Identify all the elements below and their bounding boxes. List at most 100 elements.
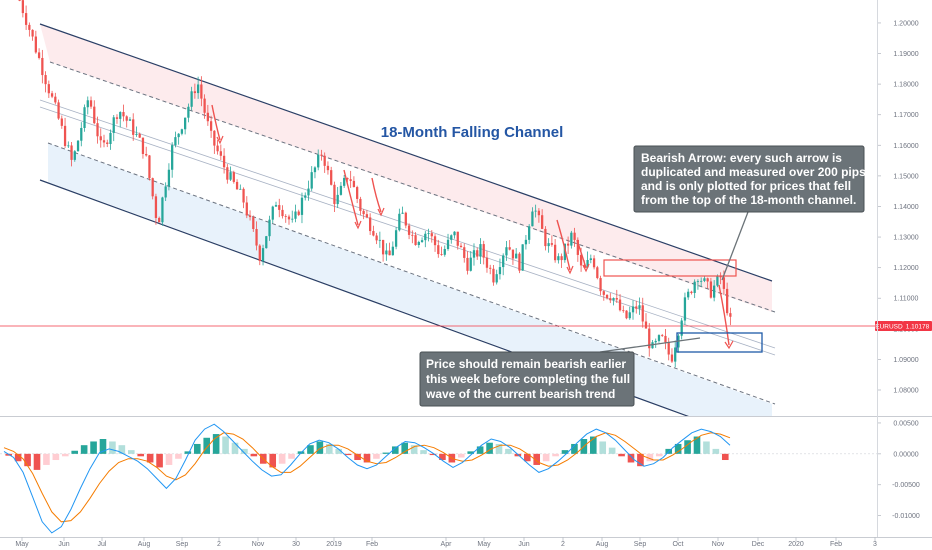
bearish-arrow[interactable] [343, 169, 359, 226]
candle-body [145, 153, 148, 156]
macd-histogram-bar [505, 448, 512, 454]
bearish-arrow[interactable] [556, 219, 571, 271]
candle-body [472, 250, 476, 258]
time-axis-label: Apr [441, 541, 453, 548]
price-note-box [419, 351, 635, 407]
candle-body [528, 226, 531, 240]
candle-body [132, 119, 135, 135]
candle-body [417, 242, 420, 246]
candle-body [557, 256, 560, 261]
bearish-arrow-head [377, 207, 385, 217]
macd-histogram-bar [344, 453, 352, 456]
candle-body [320, 154, 323, 156]
macd-histogram-bar [382, 452, 390, 454]
candle-body [213, 130, 216, 146]
bearish-arrow[interactable] [371, 177, 382, 213]
candle-body [268, 219, 271, 237]
bearish-note-line: and is only plotted for prices that fell [641, 179, 851, 193]
time-axis-label: 2019 [326, 541, 342, 548]
candle-body [161, 197, 164, 223]
channel-mid-line-2[interactable] [39, 106, 776, 356]
macd-histogram-bar [599, 441, 607, 454]
candle-body [109, 132, 112, 145]
candle-body [566, 243, 570, 246]
macd-histogram-bar [373, 453, 380, 459]
macd-histogram-bar [429, 453, 437, 456]
candle-body [307, 188, 310, 196]
macd-histogram-bar [80, 445, 88, 454]
last-price-box [903, 321, 932, 331]
macd-histogram-bar [316, 441, 324, 454]
macd-axis[interactable]: 0.00500 0.00000 -0.00500 -0.01000 [877, 420, 920, 520]
price-axis-label: 1.20000 [893, 20, 918, 27]
candle-body [239, 188, 242, 190]
candle-body [294, 211, 297, 219]
macd-histogram-bar [52, 453, 60, 461]
candle-body [599, 278, 602, 292]
bearish-arrow-head [724, 340, 734, 350]
bearish-arrow[interactable] [576, 239, 587, 269]
channel-mid-line-1[interactable] [39, 99, 776, 349]
candle-body [47, 84, 50, 94]
macd-histogram-bar [241, 448, 248, 454]
candles [18, 0, 732, 368]
candle-body [427, 233, 430, 234]
resistance-zone[interactable] [603, 259, 737, 277]
macd-histogram-bar [146, 453, 154, 463]
candle-body [541, 215, 544, 229]
channel-upper-dashed-line[interactable] [49, 61, 776, 313]
candle-body [245, 202, 248, 216]
candle-body [498, 267, 502, 275]
candle-body [687, 291, 690, 298]
macd-histogram-bar [203, 437, 211, 454]
candle-body [482, 244, 485, 258]
price-axis-label: 1.13000 [893, 235, 918, 242]
candle-body [596, 267, 599, 279]
candle-body [265, 236, 268, 249]
candle-body [300, 197, 304, 215]
bearish-note[interactable]: Bearish Arrow: every such arrow is dupli… [633, 145, 866, 281]
candle-body [352, 180, 356, 188]
candle-body [229, 172, 232, 180]
candle-body [553, 244, 557, 261]
candle-body [573, 232, 576, 240]
candle-body [54, 96, 57, 103]
macd-histogram-bar [533, 453, 541, 465]
macd-histogram-bar [14, 453, 22, 462]
candle-body [232, 172, 235, 182]
candle-body [226, 167, 229, 180]
candle-body [433, 236, 437, 246]
candle-body [709, 281, 713, 298]
bearish-note-pointer [721, 211, 749, 281]
candle-body [401, 212, 404, 214]
channel-top-line[interactable] [39, 23, 773, 282]
candle-body [291, 218, 294, 220]
candle-body [86, 100, 89, 108]
candle-body [670, 354, 674, 362]
candle-body [106, 142, 109, 145]
candle-body [70, 145, 73, 160]
bearish-arrow[interactable] [211, 104, 221, 141]
time-axis[interactable]: May Jun Jul Aug Sep 2 Nov 30 2019 Feb Apr May Jun 2 Au… [15, 537, 877, 548]
macd-histogram-bar [156, 453, 163, 468]
macd-histogram-bar [363, 453, 371, 463]
price-axis[interactable]: 1.20000 1.19000 1.18000 1.17000 1.16000 1.150… [877, 20, 919, 395]
bearish-arrow[interactable] [718, 284, 730, 346]
macd-histogram-bar [684, 440, 691, 454]
time-axis-label: Jul [98, 541, 107, 548]
macd-histogram-bar [457, 453, 465, 458]
channel-lower-fill [48, 143, 772, 416]
chart-title: 18-Month Falling Channel [381, 124, 564, 141]
price-note[interactable]: Price should remain bearish earlier this… [419, 337, 701, 407]
candle-body [693, 281, 696, 293]
candle-body [661, 335, 664, 336]
candle-body [492, 268, 495, 283]
candle-body [330, 170, 333, 185]
candle-body [615, 298, 618, 300]
candle-body [76, 140, 80, 152]
support-zone[interactable] [676, 332, 763, 353]
candle-body [508, 247, 511, 250]
candle-body [469, 257, 472, 271]
candle-body [219, 151, 222, 156]
